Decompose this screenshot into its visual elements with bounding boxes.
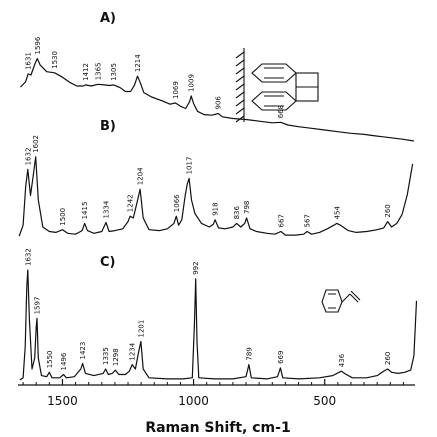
peak-label-b-260: 260 xyxy=(384,204,392,217)
peak-label-a-1214: 1214 xyxy=(134,54,142,72)
peak-label-c-1335: 1335 xyxy=(102,347,110,365)
spectrum-trace-a xyxy=(20,57,414,142)
peak-label-a-1596: 1596 xyxy=(34,36,42,54)
peak-label-c-1201: 1201 xyxy=(137,320,145,338)
peak-label-b-918: 918 xyxy=(212,202,220,215)
x-tick-label-1000: 1000 xyxy=(178,394,209,408)
peak-label-c-1234: 1234 xyxy=(129,342,137,360)
spectrum-trace-c xyxy=(19,269,418,381)
peak-label-a-1365: 1365 xyxy=(94,62,102,80)
x-axis: 1500 1000 500 xyxy=(18,379,415,408)
peak-label-c-992: 992 xyxy=(192,261,200,274)
x-tick-label-500: 500 xyxy=(313,394,336,408)
peak-label-a-668: 668 xyxy=(277,105,285,118)
peak-label-b-1204: 1204 xyxy=(137,167,145,185)
peak-label-b-1334: 1334 xyxy=(103,200,111,218)
peak-label-c-1632: 1632 xyxy=(24,248,32,266)
peak-label-b-836: 836 xyxy=(233,205,241,219)
peak-label-a-1069: 1069 xyxy=(172,81,180,99)
panel-label-b: B) xyxy=(100,119,116,134)
peak-label-a-1009: 1009 xyxy=(188,74,196,92)
peak-label-b-1066: 1066 xyxy=(173,194,181,212)
peak-label-a-1530: 1530 xyxy=(51,51,59,69)
peak-label-c-260: 260 xyxy=(384,352,392,365)
peak-label-b-667: 667 xyxy=(277,214,285,227)
peak-label-b-1602: 1602 xyxy=(32,135,40,153)
peak-label-c-1298: 1298 xyxy=(112,348,120,366)
peak-label-a-906: 906 xyxy=(215,96,223,110)
peak-label-b-1242: 1242 xyxy=(127,194,135,212)
panel-label-c: C) xyxy=(100,255,115,270)
peak-label-c-669: 669 xyxy=(277,351,285,364)
peak-label-c-789: 789 xyxy=(245,347,253,360)
x-tick-label-1500: 1500 xyxy=(47,394,78,408)
spectrum-trace-b xyxy=(18,156,414,237)
peak-label-a-1412: 1412 xyxy=(82,63,90,81)
peak-label-b-1500: 1500 xyxy=(59,208,67,226)
peak-label-c-1550: 1550 xyxy=(46,350,54,368)
molecule-c-vinylpyridine xyxy=(321,289,361,313)
peak-label-a-1631: 1631 xyxy=(25,52,33,70)
molecule-a-adsorbed-dimer xyxy=(235,48,319,123)
peak-label-b-798: 798 xyxy=(243,201,251,214)
peak-label-b-1632: 1632 xyxy=(24,148,32,166)
peak-label-b-454: 454 xyxy=(333,205,341,219)
panel-label-a: A) xyxy=(100,11,116,26)
peak-label-c-1597: 1597 xyxy=(34,297,42,315)
peak-label-b-567: 567 xyxy=(304,214,312,227)
peak-label-b-1017: 1017 xyxy=(186,157,194,175)
peak-label-a-1305: 1305 xyxy=(110,63,118,81)
peak-label-b-1415: 1415 xyxy=(81,202,89,220)
peak-label-c-436: 436 xyxy=(338,353,346,367)
peak-label-c-1496: 1496 xyxy=(60,352,68,370)
x-axis-title: Raman Shift, cm-1 xyxy=(145,420,290,436)
peak-label-c-1423: 1423 xyxy=(79,342,87,360)
